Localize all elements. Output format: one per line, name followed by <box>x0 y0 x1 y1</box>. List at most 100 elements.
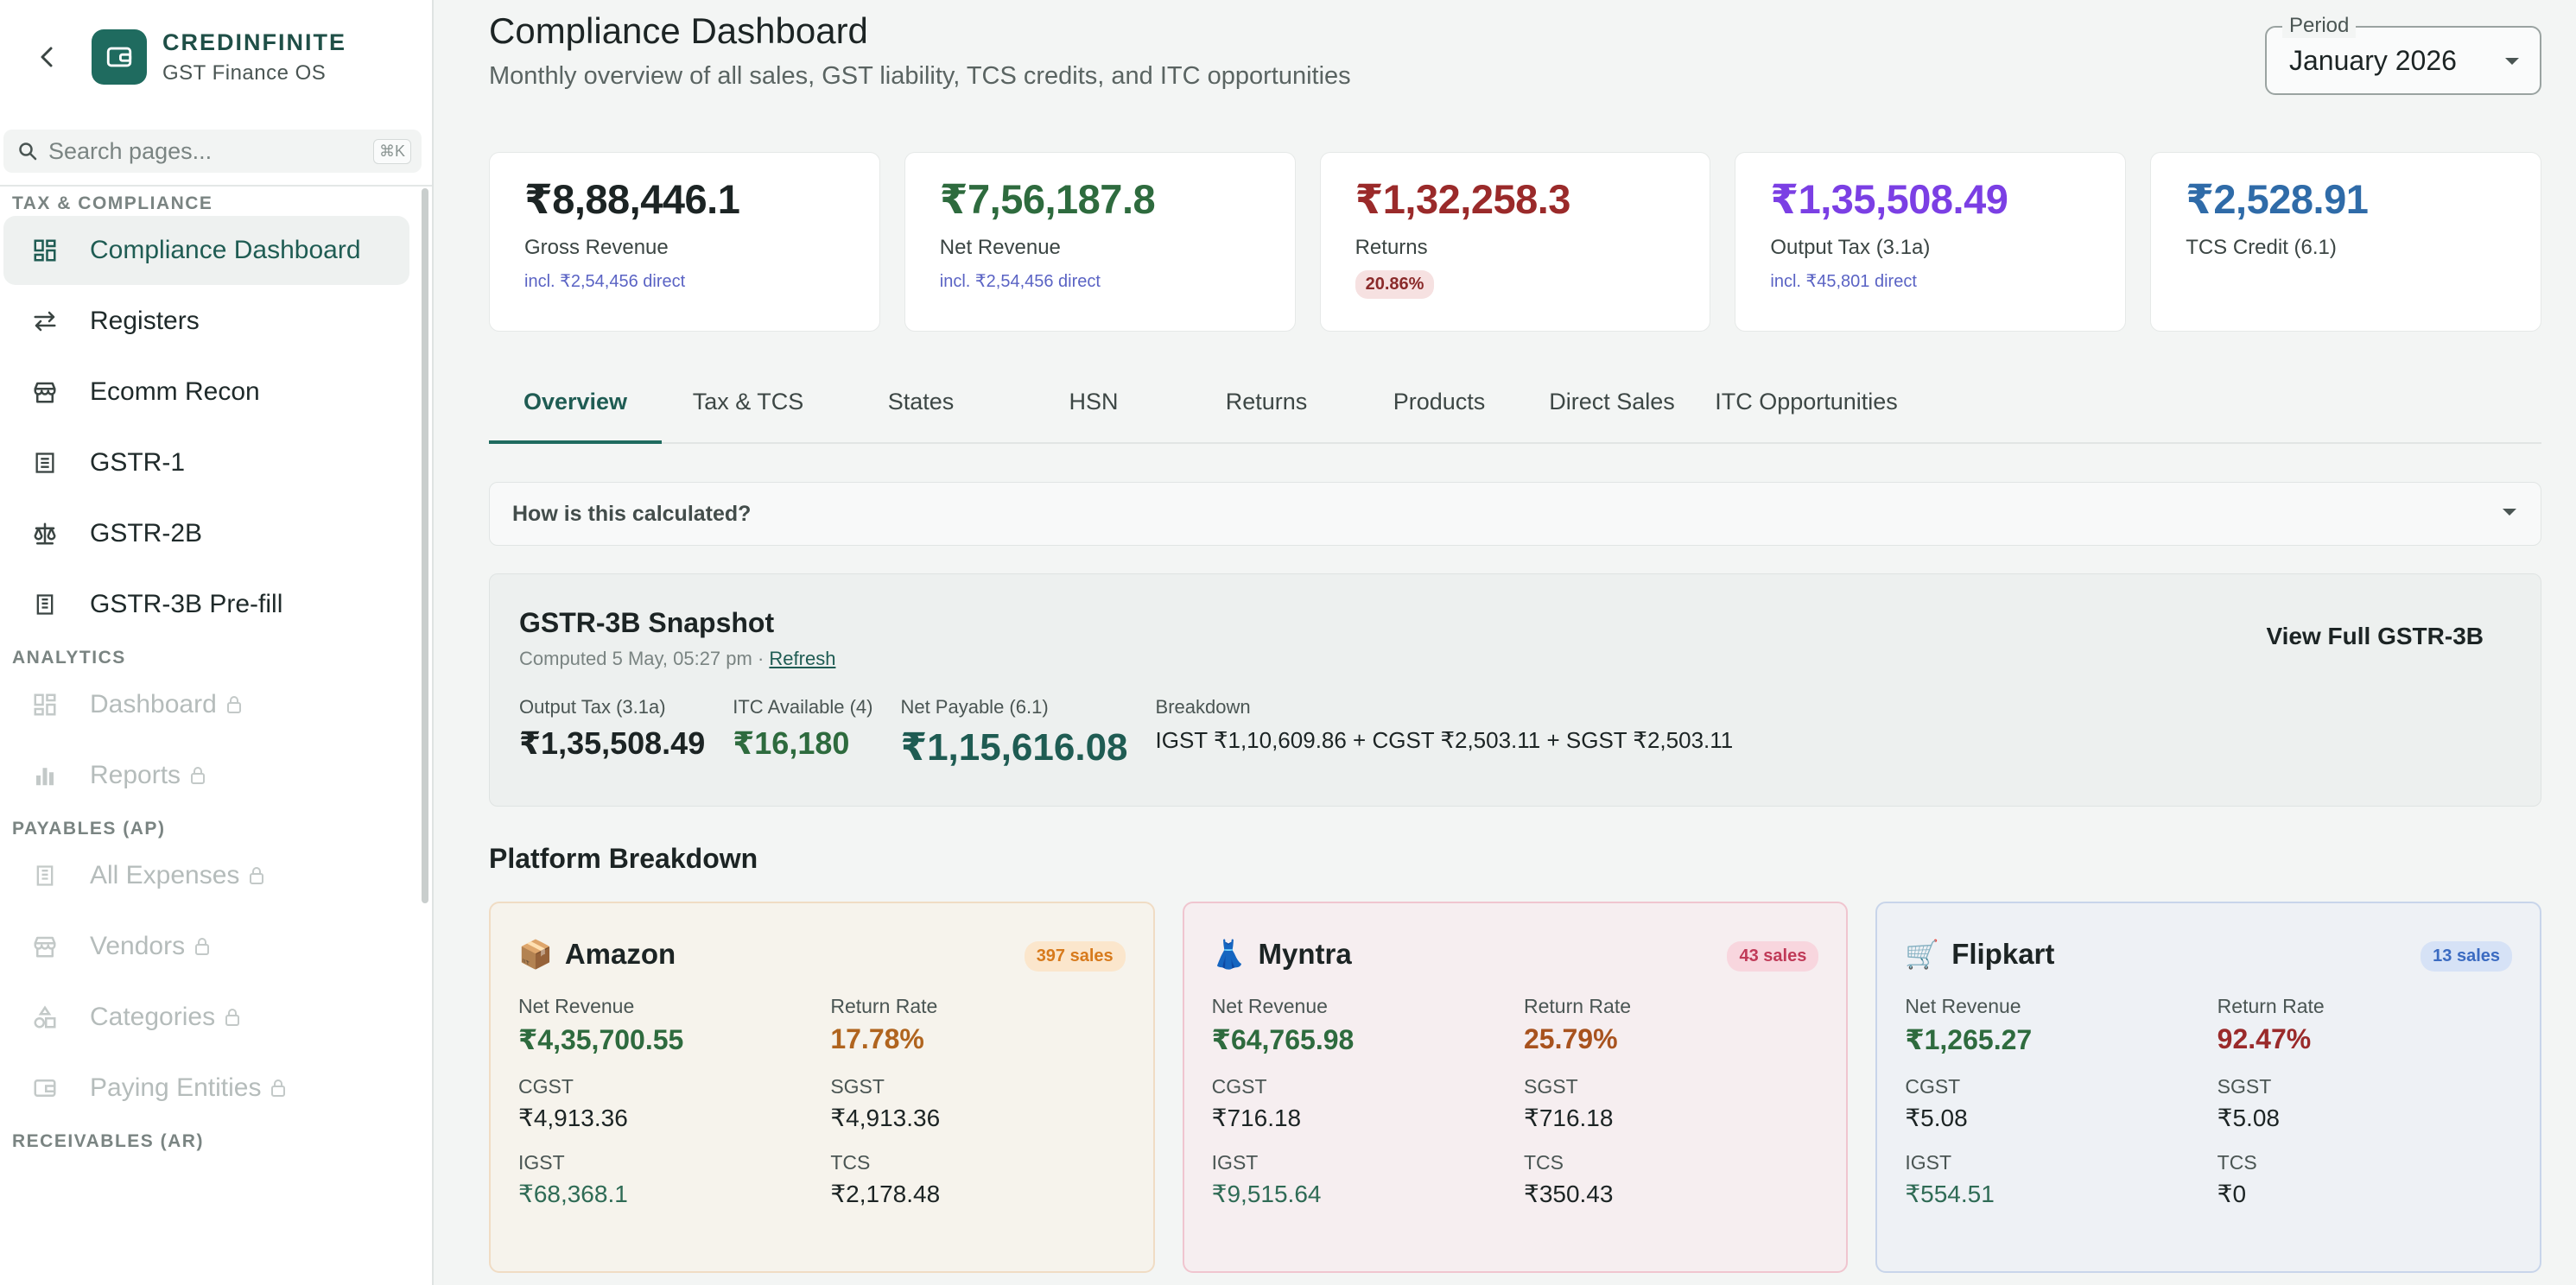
sidebar-item-categories[interactable]: Categories <box>3 983 409 1052</box>
kpi-card-tcs-credit: ₹2,528.91 TCS Credit (6.1) <box>2150 152 2541 332</box>
sales-count-badge: 43 sales <box>1727 941 1819 972</box>
net-revenue-label: Net Revenue <box>1211 995 1328 1017</box>
search-icon <box>19 142 37 161</box>
platform-breakdown-title: Platform Breakdown <box>489 843 758 874</box>
tab-direct-sales[interactable]: Direct Sales <box>1549 389 1675 415</box>
sidebar-item-label: GSTR-2B <box>90 519 203 548</box>
caret-down-icon <box>2503 55 2521 71</box>
shapes-icon <box>29 1002 60 1033</box>
search-box[interactable]: ⌘K <box>3 130 422 173</box>
section-label-payables: PAYABLES (AP) <box>12 819 166 839</box>
platform-card-amazon[interactable]: 📦 Amazon 397 sales Net Revenue ₹4,35,700.… <box>489 902 1155 1273</box>
kpi-label: TCS Credit (6.1) <box>2186 236 2337 259</box>
sidebar-item-registers[interactable]: Registers <box>3 287 409 356</box>
wallet-icon <box>106 47 132 67</box>
platform-card-myntra[interactable]: 👗 Myntra 43 sales Net Revenue ₹64,765.98 … <box>1182 902 1849 1273</box>
igst-value: ₹9,515.64 <box>1211 1181 1322 1207</box>
lock-icon <box>194 936 211 957</box>
return-rate-value: 25.79% <box>1524 1023 1618 1054</box>
tab-products[interactable]: Products <box>1393 389 1486 415</box>
sidebar-scrollbar[interactable] <box>422 188 428 903</box>
tcs-label: TCS <box>1524 1151 1564 1174</box>
snapshot-label: ITC Available (4) <box>733 696 873 718</box>
calculation-accordion[interactable]: How is this calculated? <box>489 482 2541 546</box>
snapshot-itc-available: ITC Available (4) ₹16,180 <box>733 696 872 769</box>
platform-name: Flipkart <box>1951 938 2055 970</box>
kpi-note: incl. ₹2,54,456 direct <box>939 272 1101 291</box>
sgst-label: SGST <box>1524 1075 1578 1098</box>
brand-header: CREDINFINITE GST Finance OS <box>0 0 432 114</box>
igst-label: IGST <box>1211 1151 1259 1174</box>
tcs-value: ₹350.43 <box>1524 1181 1614 1207</box>
main-content: Compliance Dashboard Monthly overview of… <box>434 0 2576 1285</box>
sidebar-item-gstr-1[interactable]: GSTR-1 <box>3 428 409 497</box>
tab-tax-tcs[interactable]: Tax & TCS <box>692 389 804 415</box>
scale-icon <box>29 518 60 549</box>
sidebar-item-compliance-dashboard[interactable]: Compliance Dashboard <box>3 216 409 285</box>
sidebar-item-label: Dashboard <box>90 690 217 718</box>
lock-icon <box>270 1078 287 1098</box>
shortcut-badge: ⌘K <box>372 138 411 164</box>
kpi-value: ₹8,88,446.1 <box>524 176 740 222</box>
sidebar-item-all-expenses[interactable]: All Expenses <box>3 841 409 910</box>
tab-states[interactable]: States <box>887 389 955 415</box>
period-select[interactable]: Period January 2026 <box>2265 14 2541 95</box>
package-icon: 📦 <box>518 939 553 970</box>
kpi-value: ₹2,528.91 <box>2186 176 2369 222</box>
lock-icon <box>248 865 265 886</box>
cgst-label: CGST <box>518 1075 574 1098</box>
divider <box>0 185 432 187</box>
sidebar-item-label: Vendors <box>90 932 186 960</box>
platform-name: Myntra <box>1258 938 1352 970</box>
sidebar-item-paying-entities[interactable]: Paying Entities <box>3 1054 409 1123</box>
shopping-cart-icon: 🛒 <box>1905 939 1940 970</box>
sidebar-item-ecomm-recon[interactable]: Ecomm Recon <box>3 358 409 427</box>
snapshot-value: ₹1,35,508.49 <box>519 725 706 761</box>
dashboard-icon <box>29 689 60 720</box>
lock-icon <box>224 1007 241 1028</box>
gstr3b-snapshot: GSTR-3B Snapshot Computed 5 May, 05:27 p… <box>489 573 2541 807</box>
search-input[interactable] <box>48 137 373 165</box>
tcs-value: ₹0 <box>2217 1181 2247 1207</box>
collapse-sidebar-button[interactable] <box>35 45 59 69</box>
igst-value: ₹554.51 <box>1905 1181 1995 1207</box>
kpi-card-net-revenue: ₹7,56,187.8 Net Revenue incl. ₹2,54,456 … <box>904 152 1296 332</box>
receipt-icon <box>29 589 60 620</box>
igst-label: IGST <box>1905 1151 1952 1174</box>
kpi-note: incl. ₹45,801 direct <box>1770 272 1917 291</box>
dashboard-icon <box>29 235 60 266</box>
dress-icon: 👗 <box>1211 939 1247 970</box>
net-revenue-label: Net Revenue <box>1905 995 2021 1017</box>
igst-value: ₹68,368.1 <box>518 1181 628 1207</box>
net-revenue-value: ₹4,35,700.55 <box>518 1024 684 1055</box>
igst-label: IGST <box>518 1151 565 1174</box>
tcs-value: ₹2,178.48 <box>830 1181 941 1207</box>
sidebar-item-gstr-2b[interactable]: GSTR-2B <box>3 499 409 568</box>
tab-overview[interactable]: Overview <box>489 370 662 444</box>
cgst-value: ₹4,913.36 <box>518 1105 628 1131</box>
bar-chart-icon <box>29 760 60 791</box>
storefront-icon <box>29 377 60 408</box>
sgst-label: SGST <box>830 1075 885 1098</box>
sidebar-item-reports[interactable]: Reports <box>3 741 409 810</box>
view-full-gstr3b-button[interactable]: View Full GSTR-3B <box>2266 623 2484 649</box>
lock-icon <box>189 765 206 786</box>
cgst-label: CGST <box>1211 1075 1267 1098</box>
refresh-link[interactable]: Refresh <box>769 648 836 669</box>
brand-subtitle: GST Finance OS <box>162 60 327 85</box>
kpi-card-returns: ₹1,32,258.3 Returns 20.86% <box>1319 152 1711 332</box>
sidebar-item-gstr-3b-prefill[interactable]: GSTR-3B Pre-fill <box>3 570 409 639</box>
tab-returns[interactable]: Returns <box>1225 389 1308 415</box>
tcs-label: TCS <box>2217 1151 2257 1174</box>
sidebar-item-label: Registers <box>90 307 200 335</box>
sgst-label: SGST <box>2217 1075 2272 1098</box>
tab-itc-opportunities[interactable]: ITC Opportunities <box>1715 389 1898 415</box>
platform-card-flipkart[interactable]: 🛒 Flipkart 13 sales Net Revenue ₹1,265.27… <box>1875 902 2542 1273</box>
sidebar-item-analytics-dashboard[interactable]: Dashboard <box>3 670 409 739</box>
sidebar-item-vendors[interactable]: Vendors <box>3 912 409 981</box>
platform-name: Amazon <box>564 938 676 970</box>
tab-hsn[interactable]: HSN <box>1069 389 1119 415</box>
sidebar-item-label: All Expenses <box>90 861 240 889</box>
section-label-tax-compliance: TAX & COMPLIANCE <box>12 193 213 213</box>
page-title: Compliance Dashboard <box>489 10 868 51</box>
